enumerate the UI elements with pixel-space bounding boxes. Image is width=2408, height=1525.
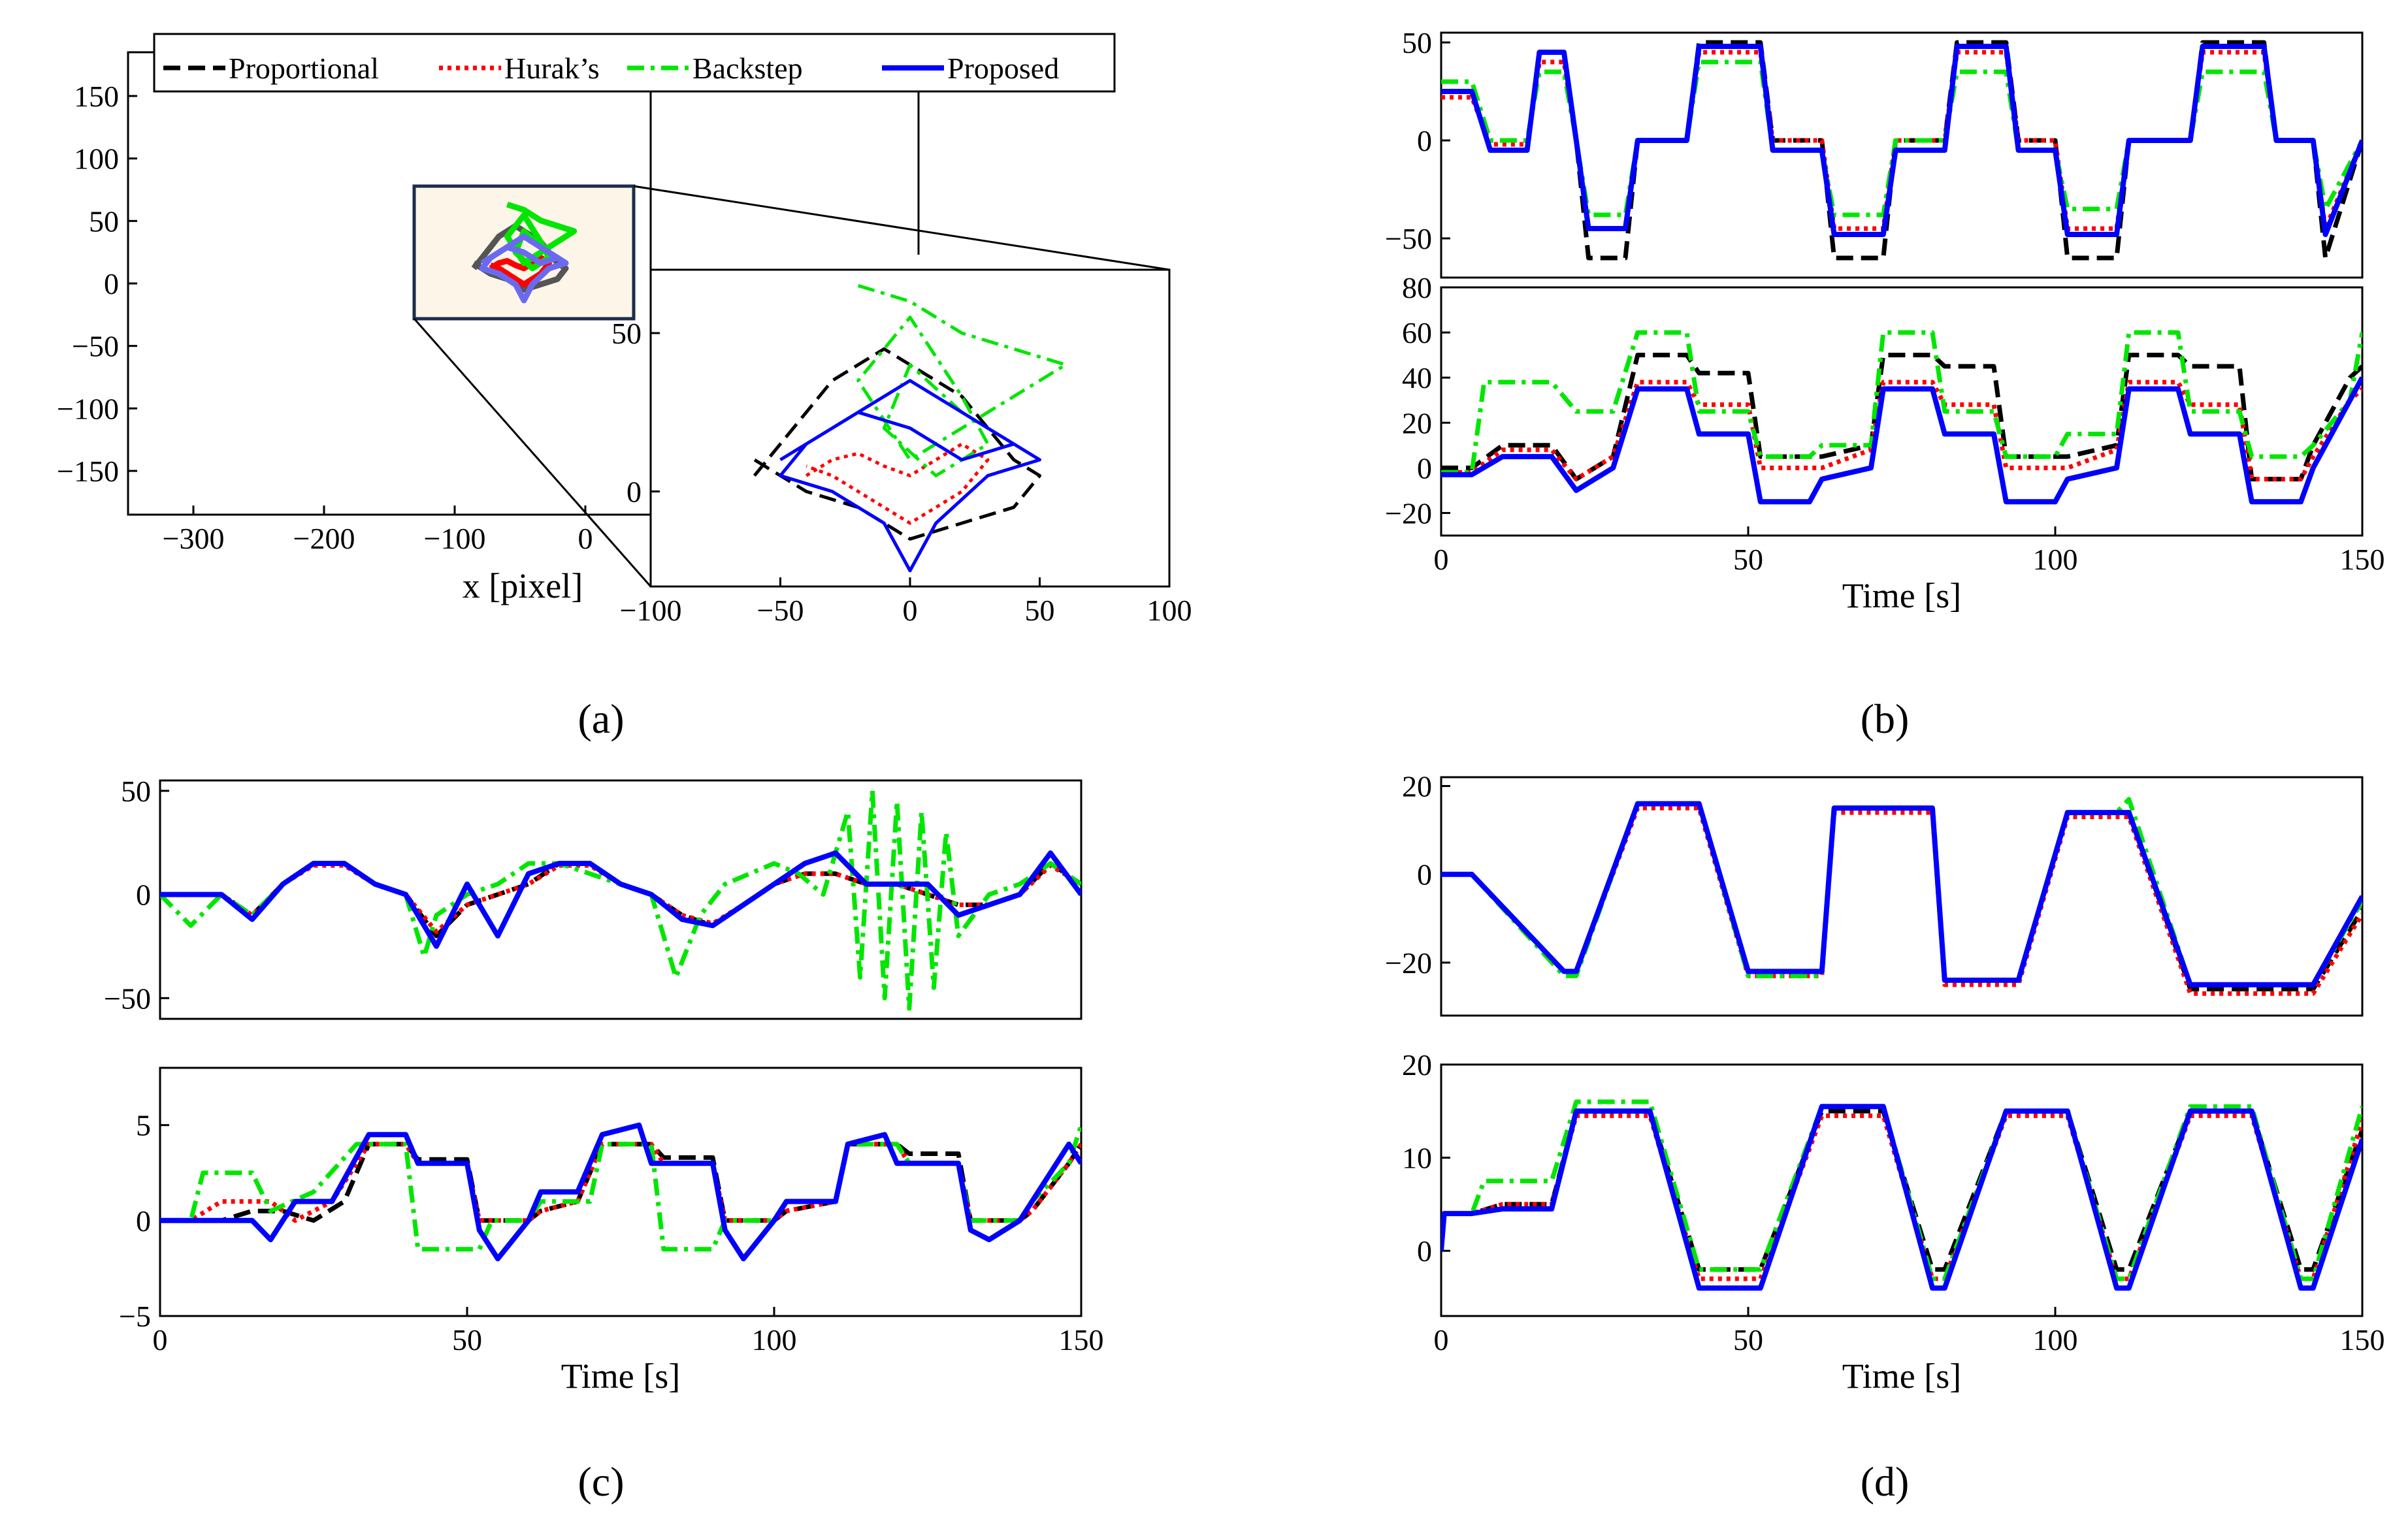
panel-b-sub1-ytick-label: −50	[1385, 222, 1432, 255]
panel-c-sub2-xtick-label: 0	[153, 1323, 168, 1356]
panel-label-b: (b)	[1861, 696, 1910, 742]
panel-c-sub2-ytick-label: 0	[136, 1204, 151, 1238]
panel-a-zoom-line-top	[633, 185, 1170, 271]
panel-b-sub2-series-group	[1441, 330, 2362, 505]
panel-b-sub2-ytick-label: 20	[1402, 406, 1432, 440]
legend-label-proposed: Proposed	[947, 52, 1059, 85]
panel-d-sub1-ytick-label: 0	[1417, 858, 1432, 891]
panel-c-sub2-ytick-label: −5	[119, 1300, 151, 1333]
panel-c-sub2-series-proposed	[160, 1122, 1081, 1262]
panel-c-sub1-ytick-label: 0	[136, 878, 151, 912]
panel-b-sub2-ytick-label: 60	[1402, 316, 1432, 349]
panel-a-xtick-label: 0	[578, 522, 593, 555]
panel-c-sub1-series-group	[160, 788, 1081, 1011]
panel-d-sub2-ytick-label: 0	[1417, 1234, 1432, 1268]
panel-b-sub1-ytick-label: 0	[1417, 124, 1432, 157]
panel-d-sub2-plot-area	[1440, 1063, 2364, 1317]
panel-a-ytick-label: −50	[72, 330, 119, 363]
panel-b-sub1-series-group	[1441, 40, 2362, 261]
panel-a-xtick-label: −100	[424, 522, 486, 555]
panel-c-sub2-series-group	[160, 1122, 1081, 1262]
panel-c-sub1-ytick-label: 50	[121, 775, 151, 808]
panel-b-sub2-series-backstep	[1441, 330, 2362, 475]
panel-d-sub2-ytick-label: 20	[1402, 1048, 1432, 1082]
panel-d-xlabel: Time [s]	[1842, 1356, 1962, 1396]
panel-a-inset-series-group	[753, 283, 1067, 573]
panel-a-xtick-label: −200	[293, 522, 355, 555]
panel-b-sub1-series-proposed	[1441, 44, 2362, 237]
panel-a-inset-ytick-label: 50	[611, 317, 642, 350]
panel-b-xlabel: Time [s]	[1842, 576, 1962, 615]
panel-a-xlabel: x [pixel]	[463, 566, 583, 605]
panel-b-sub2-xtick-label: 50	[1733, 543, 1763, 576]
panel-label-c: (c)	[578, 1458, 624, 1505]
panel-a-thumbnail-series	[471, 201, 578, 304]
panel-a: −300 −200 −100 0 150 100 50 0 −50 −100 −150 x [pixe…	[57, 51, 1192, 627]
panel-d-sub2-series-proposed	[1441, 1104, 2362, 1291]
panel-b-sub2-xtick-label: 100	[2033, 543, 2078, 576]
panel-d-sub2-series-group	[1441, 1099, 2362, 1291]
panel-a-inset-xtick-label: 50	[1025, 594, 1055, 627]
panel-d-sub1-plot-area	[1440, 776, 2364, 1017]
panel-d-sub1-ytick-label: 20	[1402, 770, 1432, 803]
panel-a-inset-series-proportional	[753, 347, 1041, 541]
legend-box	[153, 33, 1116, 93]
legend-label-proportional: Proportional	[229, 52, 379, 85]
panel-a-inset-ytick-label: 0	[626, 475, 642, 509]
panel-a-inset-xtick-label: 100	[1147, 594, 1192, 627]
panel-a-ytick-label: −100	[57, 392, 119, 425]
panel-b-sub2-xtick-label: 150	[2340, 543, 2385, 576]
legend: Proportional Hurak’s Backstep Proposed	[153, 33, 1116, 93]
panel-a-inset-xtick-label: −100	[620, 594, 682, 627]
panel-c-sub1-series-proposed	[160, 850, 1081, 949]
panel-d-sub1-series-proposed	[1441, 801, 2362, 987]
panel-b-sub2-xtick-label: 0	[1434, 543, 1449, 576]
panel-a-ytick-label: 50	[89, 204, 119, 238]
panel-d-sub1-series-group	[1441, 797, 2362, 996]
panel-a-xtick-label: −300	[163, 522, 225, 555]
panel-d-sub2-xtick-label: 50	[1733, 1323, 1763, 1356]
panel-a-zoom-line-bottom	[413, 318, 652, 587]
panel-d-sub2-ytick-label: 10	[1402, 1142, 1432, 1175]
panel-c-sub2-xtick-label: 100	[752, 1323, 797, 1356]
panel-b-sub1-ytick-label: 50	[1402, 26, 1432, 59]
panel-d-sub2-xtick-label: 0	[1434, 1323, 1449, 1356]
panel-c-sub2-plot-area	[159, 1067, 1082, 1317]
panel-a-inset-series-hurak-s	[805, 442, 990, 525]
panel-b-sub2-ytick-label: −20	[1385, 496, 1432, 530]
panel-c-sub1-ytick-label: −50	[104, 982, 151, 1015]
panel-b-sub2-series-proportional	[1441, 353, 2362, 482]
panel-a-ytick-label: −150	[57, 455, 119, 488]
panel-c-xlabel: Time [s]	[561, 1356, 681, 1396]
legend-label-backstep: Backstep	[692, 52, 803, 85]
panel-label-d: (d)	[1861, 1458, 1910, 1505]
panel-b-sub2-series-hurak-s	[1441, 379, 2362, 482]
panel-c-sub2-ytick-label: 5	[136, 1109, 151, 1142]
panel-d-sub1-ytick-label: −20	[1385, 946, 1432, 980]
panel-b-sub2-ytick-label: 40	[1402, 361, 1432, 394]
panel-a-inset-series-proposed	[779, 379, 1041, 573]
panel-a-inset-xtick-label: −50	[757, 594, 804, 627]
panel-a-thumbnail-series-proposed	[479, 233, 569, 304]
panel-label-a: (a)	[578, 696, 624, 742]
panel-d-sub2-xtick-label: 150	[2340, 1323, 2385, 1356]
panel-a-inset-xtick-label: 0	[903, 594, 918, 627]
panel-b-sub2-series-proposed	[1441, 376, 2362, 505]
panel-c-sub2-xtick-label: 50	[452, 1323, 482, 1356]
panel-d-sub2-xtick-label: 100	[2033, 1323, 2078, 1356]
panel-a-ytick-label: 150	[74, 80, 119, 113]
panel-b-sub2-ytick-label: 80	[1402, 271, 1432, 304]
panel-b-sub2-ytick-label: 0	[1417, 451, 1432, 485]
panel-c-sub2-xtick-label: 150	[1059, 1323, 1104, 1356]
panel-a-ytick-label: 100	[74, 142, 119, 176]
panel-a-ytick-label: 0	[104, 267, 119, 300]
legend-label-hurak: Hurak’s	[504, 52, 600, 85]
